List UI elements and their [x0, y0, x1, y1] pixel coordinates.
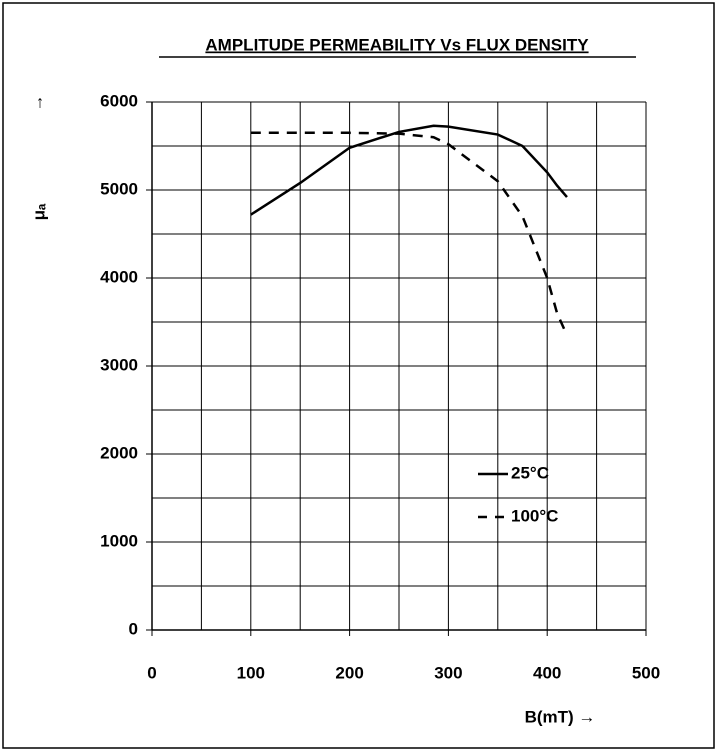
- y-tick-label: 1000: [100, 531, 138, 550]
- y-tick-label: 3000: [100, 355, 138, 374]
- x-tick-label: 100: [237, 663, 265, 682]
- y-axis-label: μₐ: [29, 203, 48, 220]
- x-tick-label: 400: [533, 663, 561, 682]
- y-tick-label: 2000: [100, 443, 138, 462]
- chart-title: AMPLITUDE PERMEABILITY Vs FLUX DENSITY: [205, 35, 589, 54]
- series-line: [250, 131, 569, 336]
- y-tick-label: 6000: [100, 91, 138, 110]
- x-tick-label: 0: [147, 663, 156, 682]
- y-tick-label: 5000: [100, 179, 138, 198]
- legend-label: 25°C: [511, 463, 549, 482]
- x-tick-label: 200: [335, 663, 363, 682]
- x-tick-label: 500: [632, 663, 660, 682]
- x-axis-label: B(mT) →: [525, 707, 596, 726]
- legend-label: 100°C: [511, 506, 558, 525]
- x-tick-label: 300: [434, 663, 462, 682]
- y-arrow: ↑: [36, 92, 45, 111]
- y-tick-label: 4000: [100, 267, 138, 286]
- series-line: [250, 124, 568, 216]
- y-tick-label: 0: [129, 619, 138, 638]
